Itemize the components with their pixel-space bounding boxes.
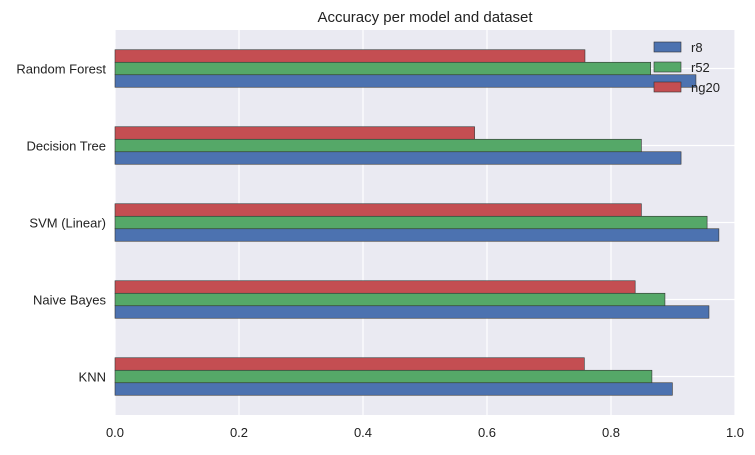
y-tick-label: KNN xyxy=(79,370,106,385)
bar-ng20-knn xyxy=(114,357,585,371)
legend-label-ng20: ng20 xyxy=(691,80,720,95)
y-tick-label: Naive Bayes xyxy=(33,293,106,308)
bar-r52-naive-bayes xyxy=(114,292,666,307)
bar-r8-naive-bayes xyxy=(114,305,710,319)
bar-r52-random-forest xyxy=(114,61,651,76)
legend-label-r52: r52 xyxy=(691,60,710,75)
legend-swatch-ng20 xyxy=(653,81,682,93)
y-tick-label: Random Forest xyxy=(16,62,106,77)
y-tick-label: Decision Tree xyxy=(27,139,106,154)
x-tick-label: 0.6 xyxy=(478,425,496,440)
bar-r8-svm-linear xyxy=(114,228,720,242)
bar-r8-decision-tree xyxy=(114,151,682,165)
bar-ng20-decision-tree xyxy=(114,126,475,140)
legend-swatch-r8 xyxy=(653,41,682,53)
chart-title: Accuracy per model and dataset xyxy=(317,9,533,26)
legend: r8 r52 ng20 xyxy=(653,40,720,95)
x-tick-label: 1.0 xyxy=(726,425,744,440)
bar-ng20-naive-bayes xyxy=(114,280,636,294)
bar-r8-random-forest xyxy=(114,74,697,88)
bar-r52-svm-linear xyxy=(114,215,708,230)
bar-r8-knn xyxy=(114,382,673,396)
bar-r52-knn xyxy=(114,369,653,384)
x-tick-label: 0.8 xyxy=(602,425,620,440)
x-tick-label: 0.4 xyxy=(354,425,372,440)
legend-label-r8: r8 xyxy=(691,40,703,55)
bar-ng20-svm-linear xyxy=(114,203,642,217)
y-tick-label: SVM (Linear) xyxy=(29,216,106,231)
bar-ng20-random-forest xyxy=(114,49,586,63)
x-tick-label: 0.0 xyxy=(106,425,124,440)
bar-r52-decision-tree xyxy=(114,138,642,153)
legend-swatch-r52 xyxy=(653,61,682,73)
x-tick-label: 0.2 xyxy=(230,425,248,440)
